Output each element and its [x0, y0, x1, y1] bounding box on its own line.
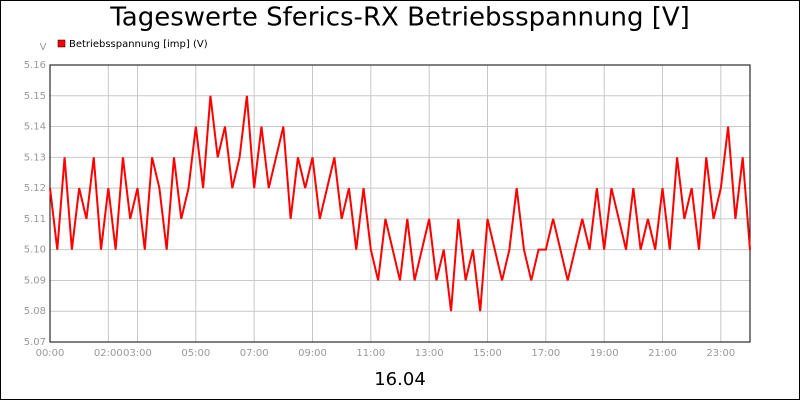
y-tick-label: 5.10 — [24, 245, 46, 256]
x-tick-label: 03:00 — [123, 348, 152, 359]
x-tick-label: 15:00 — [473, 348, 502, 359]
x-tick-label: 09:00 — [298, 348, 327, 359]
y-tick-label: 5.07 — [24, 337, 46, 348]
plot-border — [49, 64, 751, 343]
x-tick-label: 00:00 — [36, 348, 65, 359]
x-tick-label: 13:00 — [415, 348, 444, 359]
x-tick-label: 07:00 — [240, 348, 269, 359]
x-tick-label: 02:00 — [94, 348, 123, 359]
x-axis-label: 16.04 — [374, 369, 426, 390]
x-tick-label: 21:00 — [648, 348, 677, 359]
y-tick-label: 5.09 — [24, 275, 46, 286]
legend-swatch — [57, 39, 66, 48]
x-tick-label: 05:00 — [181, 348, 210, 359]
x-tick-label: 19:00 — [590, 348, 619, 359]
x-tick-label: 17:00 — [531, 348, 560, 359]
data-line — [49, 95, 751, 312]
plot-area — [50, 65, 750, 342]
x-tick-label: 23:00 — [706, 348, 735, 359]
x-tick-label: 11:00 — [356, 348, 385, 359]
y-tick-label: 5.12 — [24, 183, 46, 194]
y-tick-label: 5.16 — [24, 60, 46, 71]
chart-title: Tageswerte Sferics-RX Betriebsspannung [… — [109, 3, 690, 33]
y-tick-label: 5.14 — [24, 122, 46, 133]
y-axis-label: V — [40, 42, 47, 53]
y-tick-label: 5.15 — [24, 91, 46, 102]
y-tick-label: 5.08 — [24, 306, 46, 317]
y-tick-label: 5.11 — [24, 214, 46, 225]
legend-label: Betriebsspannung [imp] (V) — [69, 39, 208, 50]
y-tick-label: 5.13 — [24, 152, 46, 163]
